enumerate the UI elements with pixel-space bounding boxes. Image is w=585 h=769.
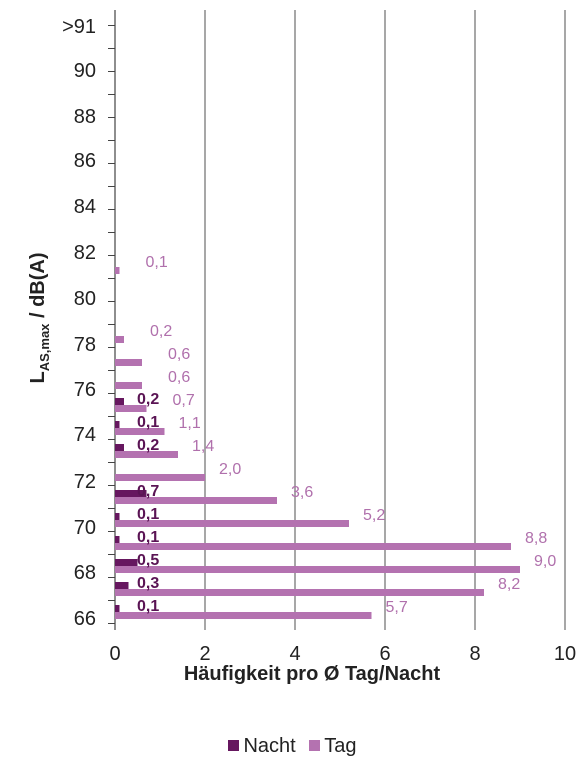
data-label-tag: 8,2 — [498, 576, 520, 593]
y-tick-label: >91 — [62, 16, 96, 38]
x-tick-label: 8 — [469, 643, 480, 665]
y-tick-label: 78 — [74, 334, 96, 356]
y-tick-label: 86 — [74, 150, 96, 172]
y-tick-label: 72 — [74, 471, 96, 493]
x-tick-label: 2 — [199, 643, 210, 665]
bar-nacht — [115, 444, 124, 451]
x-axis-title: Häufigkeit pro Ø Tag/Nacht — [184, 663, 441, 685]
data-label-tag: 0,6 — [168, 369, 190, 386]
y-tick-label: 90 — [74, 60, 96, 82]
y-tick-label: 74 — [74, 424, 96, 446]
bar-tag — [115, 589, 484, 596]
data-label-tag: 9,0 — [534, 553, 556, 570]
bar-nacht — [115, 605, 120, 612]
data-label-nacht: 0,3 — [137, 575, 159, 592]
x-tick-label: 10 — [554, 643, 576, 665]
bar-nacht — [115, 582, 129, 589]
bar-tag — [115, 359, 142, 366]
data-label-tag: 1,1 — [179, 415, 201, 432]
x-tick-label: 0 — [109, 643, 120, 665]
bar-nacht — [115, 536, 120, 543]
bar-tag — [115, 428, 165, 435]
data-label-nacht: 0,1 — [137, 414, 159, 431]
y-tick-label: 88 — [74, 106, 96, 128]
legend-swatch-tag — [309, 740, 321, 751]
data-label-tag: 1,4 — [192, 438, 214, 455]
bar-tag — [115, 474, 205, 481]
data-label-nacht: 0,2 — [137, 391, 159, 408]
legend-swatch-nacht — [228, 740, 240, 751]
legend: Nacht Tag — [0, 735, 585, 758]
bar-tag — [115, 566, 520, 573]
data-label-tag: 5,7 — [386, 599, 408, 616]
x-tick-label: 6 — [379, 643, 390, 665]
y-tick-label: 68 — [74, 562, 96, 584]
gridlines — [108, 10, 566, 630]
y-tick-label: 80 — [74, 288, 96, 310]
bar-tag — [115, 520, 349, 527]
legend-item-nacht: Nacht — [228, 735, 296, 758]
data-label-tag: 3,6 — [291, 484, 313, 501]
y-tick-label: 66 — [74, 608, 96, 630]
data-label-nacht: 0,2 — [137, 437, 159, 454]
bar-nacht — [115, 513, 120, 520]
data-label-tag: 0,6 — [168, 346, 190, 363]
bar-nacht — [115, 421, 120, 428]
bar-tag — [115, 543, 511, 550]
bar-tag — [115, 405, 147, 412]
data-label-tag: 5,2 — [363, 507, 385, 524]
bar-nacht — [115, 490, 147, 497]
data-label-tag: 0,1 — [146, 254, 168, 271]
bar-tag — [115, 451, 178, 458]
bar-nacht — [115, 559, 138, 566]
y-tick-label: 84 — [74, 196, 96, 218]
bars — [115, 267, 520, 619]
y-tick-label: 76 — [74, 379, 96, 401]
bar-tag — [115, 267, 120, 274]
data-label-nacht: 0,7 — [137, 483, 159, 500]
y-axis-title-subscript: AS,max — [37, 323, 52, 371]
y-axis-title-unit: / dB(A) — [27, 252, 49, 323]
legend-label-tag: Tag — [324, 735, 357, 757]
bar-tag — [115, 336, 124, 343]
y-axis-ticks: >91 90 88 86 84 82 80 78 76 74 72 70 68 66 — [62, 16, 96, 630]
data-label-tag: 2,0 — [219, 461, 241, 478]
bar-tag — [115, 612, 372, 619]
data-labels: 5,7 8,2 9,0 8,8 5,2 3,6 2,0 1,4 1,1 0,7 0,6 0,6 0,2 0… — [137, 254, 556, 616]
data-label-nacht: 0,1 — [137, 598, 159, 615]
x-axis-ticks: 0 2 4 6 8 10 — [109, 643, 576, 665]
bar-tag — [115, 497, 277, 504]
data-label-tag: 8,8 — [525, 530, 547, 547]
data-label-nacht: 0,1 — [137, 529, 159, 546]
bar-tag — [115, 382, 142, 389]
data-label-nacht: 0,1 — [137, 506, 159, 523]
legend-label-nacht: Nacht — [243, 735, 296, 757]
y-axis-title-main: L — [27, 371, 49, 383]
data-label-tag: 0,7 — [173, 392, 195, 409]
data-label-tag: 0,2 — [150, 323, 172, 340]
y-tick-label: 82 — [74, 242, 96, 264]
x-tick-label: 4 — [289, 643, 300, 665]
y-tick-label: 70 — [74, 517, 96, 539]
bar-nacht — [115, 398, 124, 405]
data-label-nacht: 0,5 — [137, 552, 159, 569]
y-axis-title: LAS,max / dB(A) — [27, 252, 52, 383]
legend-item-tag: Tag — [309, 735, 357, 758]
